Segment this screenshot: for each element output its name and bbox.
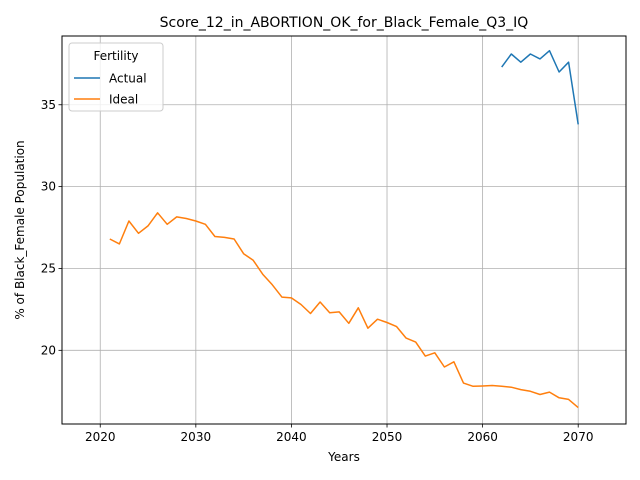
x-tick-label: 2040 [276,430,307,444]
x-tick-label: 2020 [85,430,116,444]
plot-frame [61,35,627,425]
legend-box [68,42,164,112]
x-tick-label: 2050 [372,430,403,444]
y-tick-label: 25 [41,261,56,275]
legend: Fertility Actual Ideal [68,42,164,112]
series-line-ideal [109,212,579,409]
legend-title: Fertility [93,49,138,63]
legend-label-actual: Actual [109,72,147,86]
ticks: 2020 2030 2040 2050 2060 2070 20 25 30 35 [41,98,594,444]
x-tick-label: 2070 [563,430,594,444]
x-axis-label: Years [327,450,360,464]
y-tick-label: 35 [41,98,56,112]
y-tick-label: 30 [41,180,56,194]
x-tick-label: 2060 [467,430,498,444]
legend-entries: Actual Ideal [74,72,147,107]
chart-title: Score_12_in_ABORTION_OK_for_Black_Female… [160,15,529,31]
series-line-actual [501,49,579,125]
series-lines [109,49,579,409]
legend-label-ideal: Ideal [109,93,138,107]
y-tick-label: 20 [41,343,56,357]
grid [62,36,626,424]
x-tick-label: 2030 [181,430,212,444]
y-axis-label: % of Black_Female Population [13,140,27,319]
